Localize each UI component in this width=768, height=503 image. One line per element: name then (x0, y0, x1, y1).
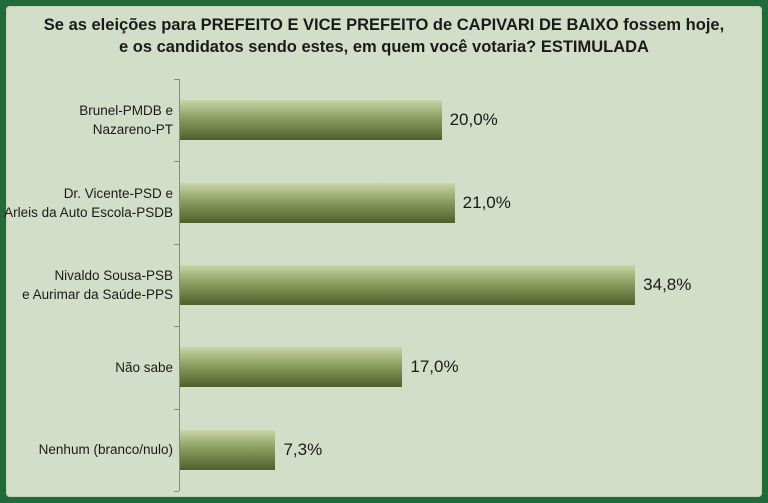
chart-title: Se as eleições para PREFEITO E VICE PREF… (6, 14, 762, 58)
bar (180, 100, 442, 141)
category-label-line: Não sabe (115, 359, 173, 375)
axis-tick (174, 243, 179, 245)
data-label: 21,0% (462, 192, 511, 212)
category-axis (179, 79, 180, 491)
bar (180, 429, 276, 470)
category-label-line: Dr. Vicente-PSD e (63, 185, 173, 201)
axis-tick (174, 491, 179, 492)
category-label: Nivaldo Sousa-PSB e Aurimar da Saúde-PPS (0, 266, 173, 304)
axis-tick (174, 79, 179, 80)
chart-title-line-2: e os candidatos sendo estes, em quem voc… (119, 38, 649, 56)
bar (180, 182, 455, 223)
category-label-line: Brunel-PMDB e (79, 103, 173, 119)
bar (180, 265, 636, 305)
axis-tick (174, 326, 179, 328)
category-label-line: Arleis da Auto Escola-PSDB (4, 204, 173, 220)
category-label: Não sabe (0, 358, 173, 377)
chart-panel: Se as eleições para PREFEITO E VICE PREF… (4, 6, 762, 497)
category-label-line: Nenhum (branco/nulo) (38, 442, 173, 458)
category-label: Brunel-PMDB e Nazareno-PT (0, 101, 173, 139)
category-label: Dr. Vicente-PSD e Arleis da Auto Escola-P… (0, 184, 173, 222)
chart-title-line-1: Se as eleições para PREFEITO E VICE PREF… (43, 16, 725, 34)
data-label: 17,0% (410, 357, 459, 377)
data-label: 34,8% (643, 275, 692, 294)
category-label-line: Nivaldo Sousa-PSB (54, 268, 173, 283)
category-label-line: e Aurimar da Saúde-PPS (22, 287, 173, 302)
data-label: 7,3% (283, 439, 323, 459)
axis-tick (174, 161, 179, 163)
data-label: 20,0% (449, 110, 498, 130)
bar (180, 347, 403, 388)
category-label-line: Nazareno-PT (92, 122, 173, 138)
category-label: Nenhum (branco/nulo) (0, 440, 173, 459)
axis-tick (174, 408, 179, 410)
